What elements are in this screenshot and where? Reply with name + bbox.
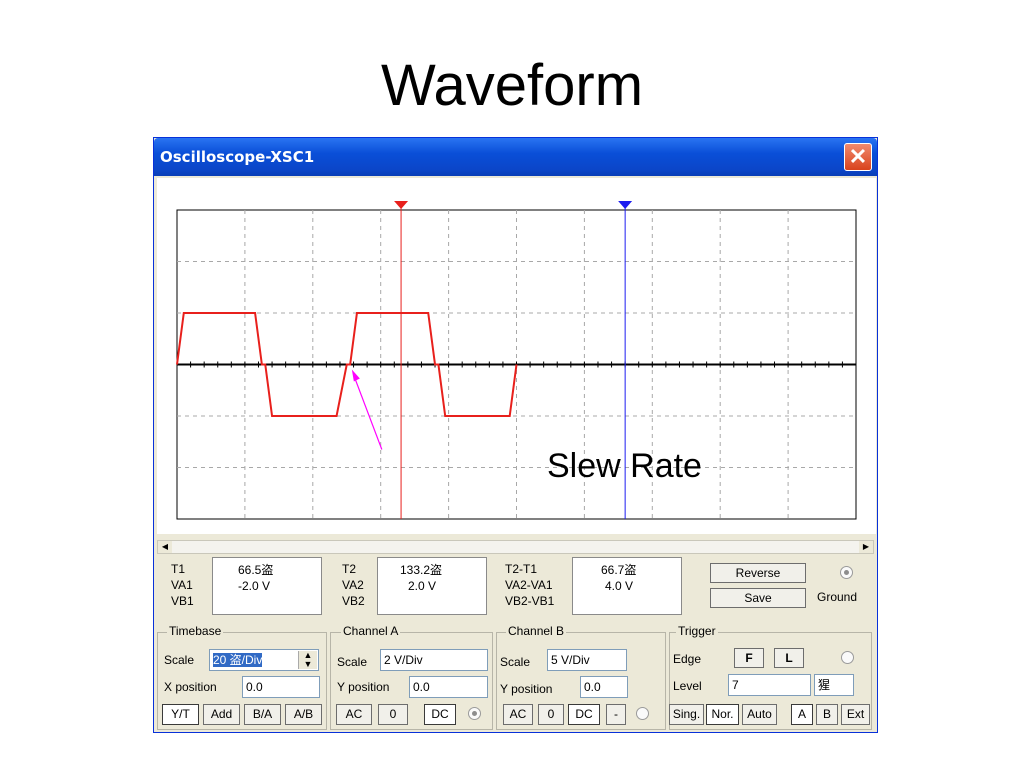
t2-label: T2 xyxy=(342,562,357,576)
channel-b-ac-button[interactable]: AC xyxy=(503,704,533,725)
scroll-left-icon[interactable]: ◀ xyxy=(158,541,172,553)
waveform-plot: Slew Rate xyxy=(176,201,857,520)
channel-b-scale-field[interactable]: 5 V/Div xyxy=(547,649,627,671)
channel-b-radio[interactable] xyxy=(636,707,649,720)
spinner-arrows-icon[interactable]: ▲ ▼ xyxy=(298,651,317,669)
channel-b-scale-label: Scale xyxy=(500,655,531,669)
reverse-button[interactable]: Reverse xyxy=(710,563,806,583)
t1-label: T1 xyxy=(171,562,186,576)
va2-value: 2.0 V xyxy=(408,579,437,593)
t1-values-box: 66.5盗 -2.0 V xyxy=(212,557,322,615)
channel-a-ac-button[interactable]: AC xyxy=(336,704,372,725)
timebase-xpos-label: X position xyxy=(164,680,217,694)
timebase-scale-label: Scale xyxy=(164,653,195,667)
trigger-edge-label: Edge xyxy=(673,652,702,666)
trigger-normal-button[interactable]: Nor. xyxy=(706,704,739,725)
channel-b-zero-button[interactable]: 0 xyxy=(538,704,564,725)
trigger-source-ext-button[interactable]: Ext xyxy=(841,704,870,725)
trigger-label: Trigger xyxy=(676,624,718,638)
trigger-radio[interactable] xyxy=(841,651,854,664)
t2-time: 133.2盗 xyxy=(400,563,443,577)
timebase-xpos-field[interactable]: 0.0 xyxy=(242,676,320,698)
va2-label: VA2 xyxy=(342,578,364,592)
channel-a-radio[interactable] xyxy=(468,707,481,720)
trigger-level-label: Level xyxy=(673,679,702,693)
cursor-t1-marker-icon xyxy=(394,201,409,209)
trigger-group xyxy=(669,632,872,730)
scroll-right-icon[interactable]: ▶ xyxy=(859,541,873,553)
t2-values-box: 133.2盗 2.0 V xyxy=(377,557,487,615)
trigger-source-b-button[interactable]: B xyxy=(816,704,838,725)
save-button[interactable]: Save xyxy=(710,588,806,608)
trigger-source-a-button[interactable]: A xyxy=(791,704,813,725)
t1-time: 66.5盗 xyxy=(238,563,274,577)
vb2-label: VB2 xyxy=(342,594,365,608)
edge-rising-icon[interactable]: F xyxy=(734,648,764,668)
channel-a-ypos-field[interactable]: 0.0 xyxy=(409,676,488,698)
channel-a-trace xyxy=(176,312,518,417)
slew-rate-label: Slew Rate xyxy=(547,447,702,485)
channel-b-minus-button[interactable]: - xyxy=(606,704,626,725)
title-bar[interactable]: Oscilloscope-XSC1 ✕ xyxy=(154,138,877,176)
diff-time: 66.7盗 xyxy=(601,563,637,577)
annotation-arrow xyxy=(353,375,383,450)
va1-label: VA1 xyxy=(171,578,193,592)
va-diff-value: 4.0 V xyxy=(605,579,634,593)
oscilloscope-window: Oscilloscope-XSC1 ✕ Slew Rate ◀ ▶ T1 VA1… xyxy=(153,137,878,733)
trigger-auto-button[interactable]: Auto xyxy=(742,704,777,725)
timebase-scale-spinner[interactable]: 20 盗/Div ▲ ▼ xyxy=(209,649,319,671)
va1-value: -2.0 V xyxy=(238,579,271,593)
channel-b-ypos-field[interactable]: 0.0 xyxy=(580,676,628,698)
channel-a-dc-button[interactable]: DC xyxy=(424,704,456,725)
timebase-group xyxy=(157,632,327,730)
channel-a-ypos-label: Y position xyxy=(337,680,390,694)
channel-a-zero-button[interactable]: 0 xyxy=(378,704,408,725)
timebase-label: Timebase xyxy=(167,624,224,638)
va-diff-label: VA2-VA1 xyxy=(505,578,553,592)
ground-label: Ground xyxy=(817,590,858,604)
timebase-scale-value: 20 盗/Div xyxy=(213,653,263,667)
mode-add-button[interactable]: Add xyxy=(203,704,240,725)
cursor-t2-marker-icon xyxy=(618,201,633,209)
channel-a-group xyxy=(330,632,493,730)
cursor-readout: T1 VA1 VB1 66.5盗 -2.0 V T2 VA2 VB2 133.2… xyxy=(157,557,874,619)
channel-b-dc-button[interactable]: DC xyxy=(568,704,600,725)
diff-values-box: 66.7盗 4.0 V xyxy=(572,557,682,615)
oscilloscope-screen[interactable]: Slew Rate xyxy=(157,178,876,534)
trigger-level-field[interactable]: 7 xyxy=(728,674,811,696)
channel-b-group xyxy=(496,632,666,730)
trigger-single-button[interactable]: Sing. xyxy=(669,704,704,725)
channel-a-scale-label: Scale xyxy=(337,655,368,669)
edge-falling-icon[interactable]: L xyxy=(774,648,804,668)
mode-ba-button[interactable]: B/A xyxy=(244,704,281,725)
vb1-label: VB1 xyxy=(171,594,194,608)
annotation-arrowhead-icon xyxy=(351,369,360,382)
vb-diff-label: VB2-VB1 xyxy=(505,594,555,608)
diff-label: T2-T1 xyxy=(505,562,538,576)
close-button[interactable]: ✕ xyxy=(844,143,872,171)
mode-yt-button[interactable]: Y/T xyxy=(162,704,199,725)
window-title: Oscilloscope-XSC1 xyxy=(160,148,315,166)
horizontal-scrollbar[interactable]: ◀ ▶ xyxy=(157,540,874,554)
channel-a-label: Channel A xyxy=(341,624,401,638)
trigger-level-unit[interactable]: 猩 xyxy=(814,674,854,696)
slide-title: Waveform xyxy=(380,53,644,118)
ground-radio[interactable] xyxy=(840,566,853,579)
channel-b-label: Channel B xyxy=(506,624,567,638)
channel-a-scale-field[interactable]: 2 V/Div xyxy=(380,649,488,671)
channel-b-ypos-label: Y position xyxy=(500,682,553,696)
mode-ab-button[interactable]: A/B xyxy=(285,704,322,725)
